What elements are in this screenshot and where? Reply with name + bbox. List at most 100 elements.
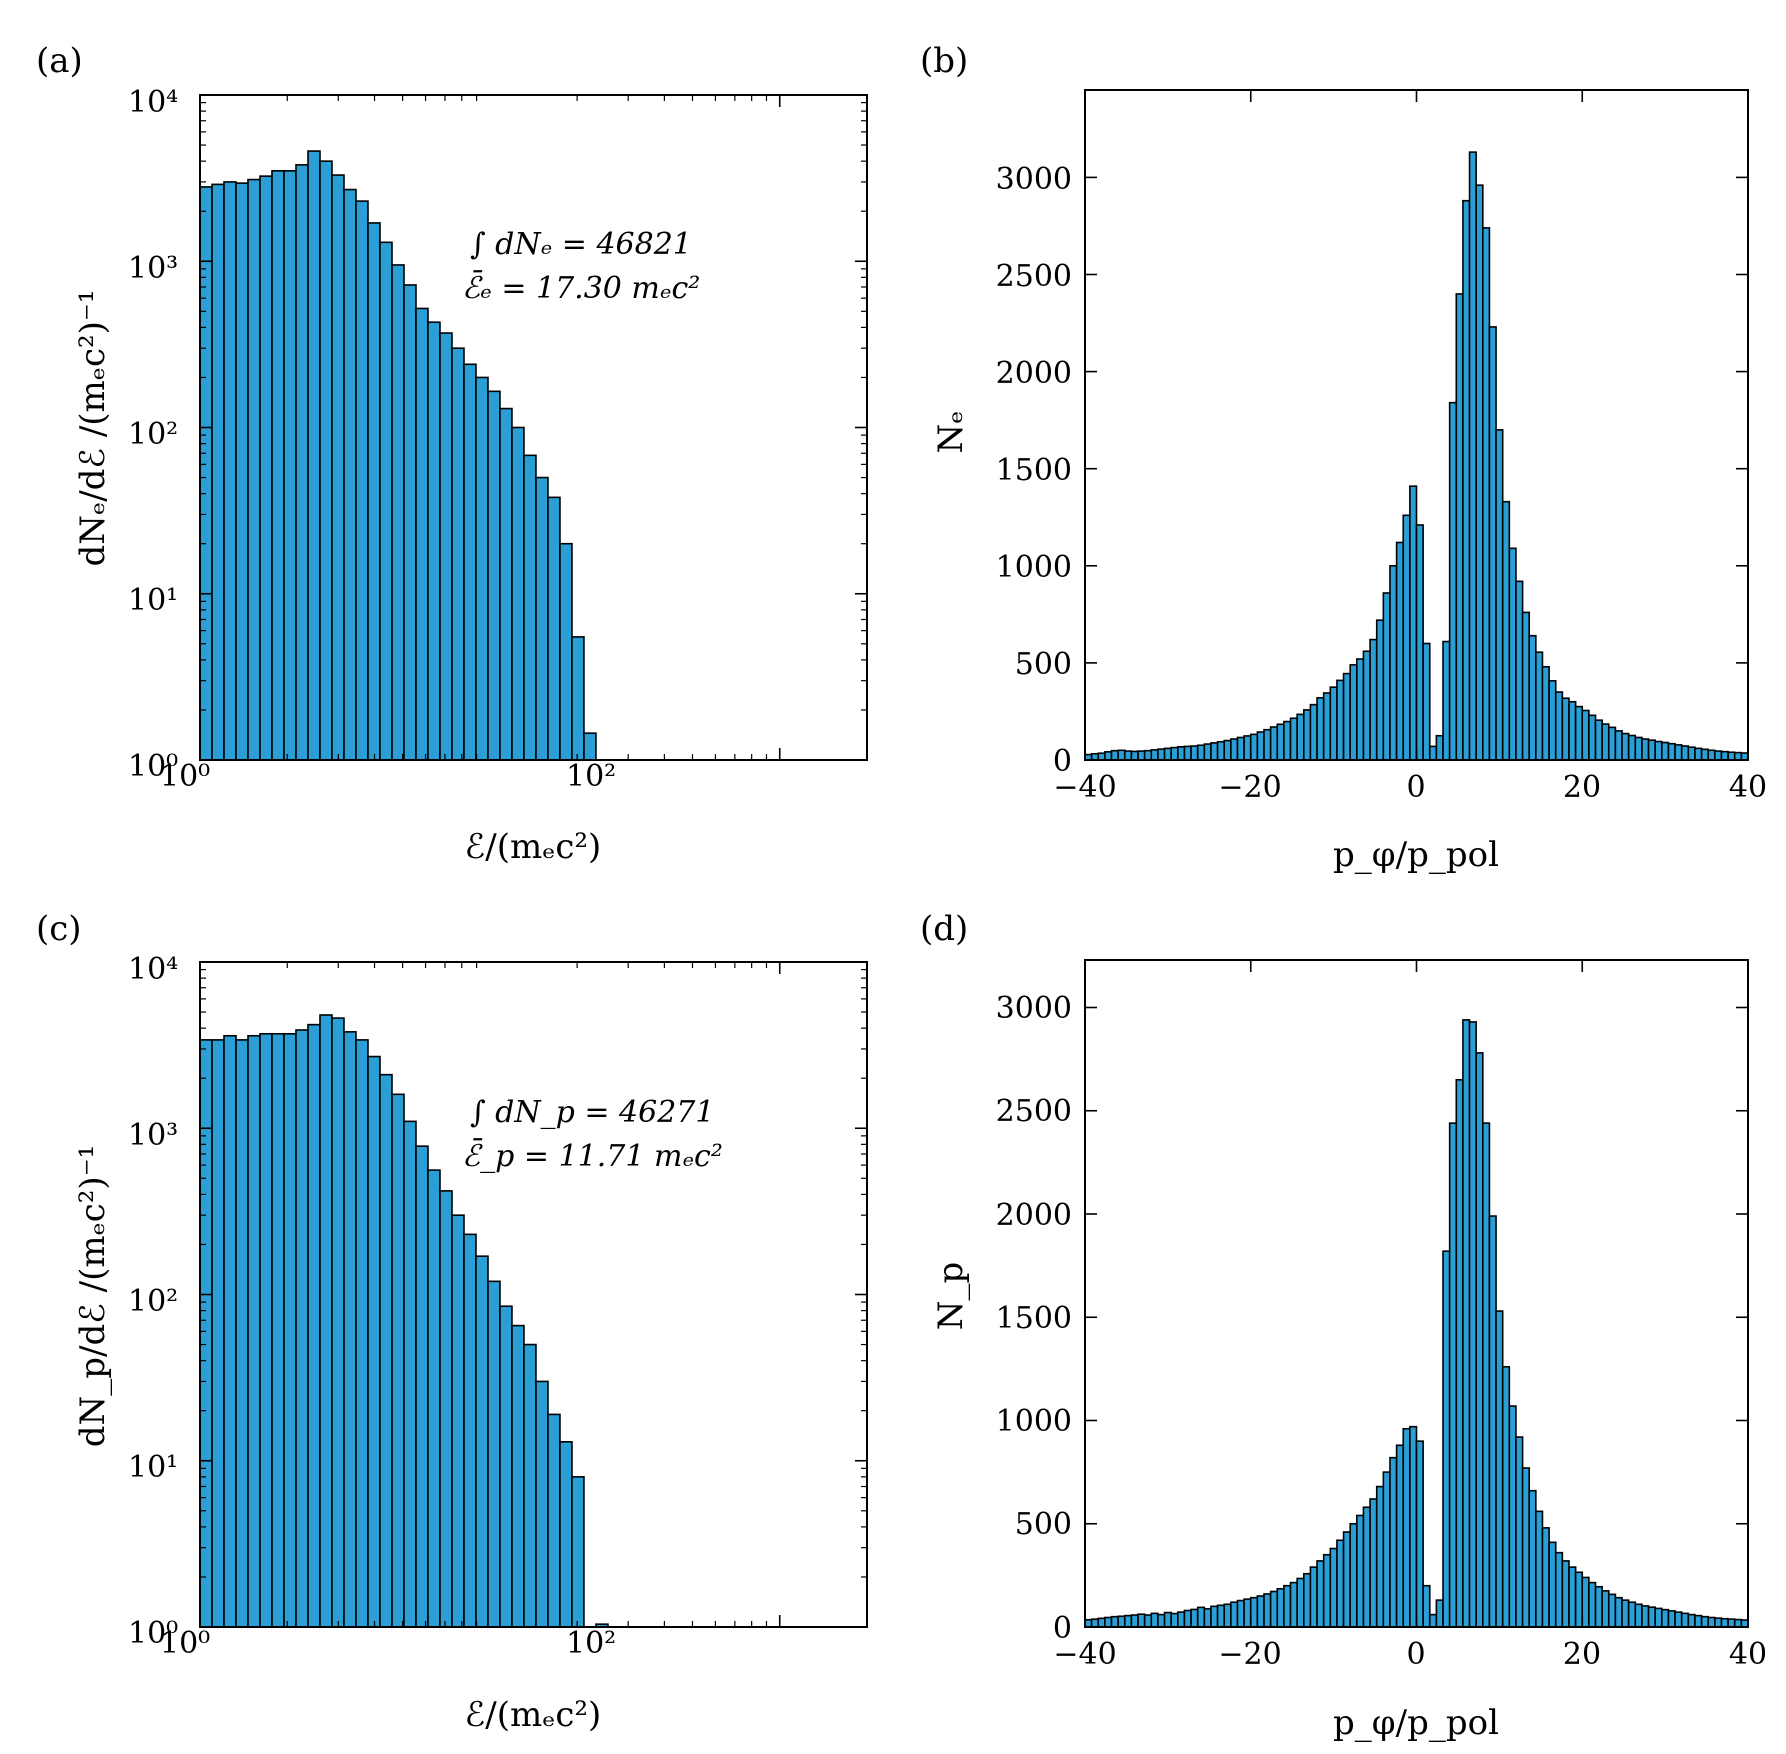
panel-b-ytick-2500: 2500 xyxy=(996,259,1072,294)
panel-b-xlabel: p_φ/p_pol xyxy=(1333,835,1499,875)
panel-d-bar xyxy=(1395,1444,1405,1628)
panel-d-ytick-1000: 1000 xyxy=(996,1404,1072,1439)
panel-d-bar xyxy=(1588,1581,1597,1628)
panel-a-bars xyxy=(199,150,597,761)
panel-a-ytick-10000: 10⁴ xyxy=(128,85,178,120)
panel-a-bar xyxy=(571,636,585,761)
panel-d-ytick-0: 0 xyxy=(1053,1611,1072,1646)
panel-c-bar xyxy=(271,1032,285,1628)
panel-a-bar xyxy=(259,175,273,761)
panel-d-bar xyxy=(1276,1588,1285,1628)
panel-d-bar xyxy=(1654,1607,1663,1628)
panel-c-bar xyxy=(331,1017,345,1628)
panel-b-bar xyxy=(1243,735,1252,761)
panel-b-bar xyxy=(1362,650,1371,761)
panel-a-xtick-1: 10⁰ xyxy=(160,759,210,794)
panel-a-bar xyxy=(343,188,357,761)
panel-a-bar xyxy=(295,164,309,761)
panel-d-bar xyxy=(1110,1615,1119,1628)
panel-b-bar xyxy=(1594,719,1603,761)
panel-c-bar xyxy=(511,1324,525,1628)
panel-c-ytick-100: 10² xyxy=(128,1284,178,1319)
panel-b-bar xyxy=(1223,739,1232,761)
panel-d-bar xyxy=(1263,1593,1272,1628)
panel-d-bar xyxy=(1601,1590,1610,1628)
panel-d-bar xyxy=(1442,1250,1451,1628)
panel-d-bar xyxy=(1230,1601,1239,1628)
panel-d-ytick-2000: 2000 xyxy=(996,1198,1072,1233)
panel-b-ytick-1500: 1500 xyxy=(996,453,1072,488)
panel-b-bar xyxy=(1196,744,1206,761)
panel-b-bar xyxy=(1296,713,1305,761)
panel-a-bar xyxy=(235,182,249,761)
panel-d-bar xyxy=(1468,1021,1477,1628)
panel-b-bar xyxy=(1210,742,1219,761)
panel-b-bar xyxy=(1455,293,1464,761)
panel-a-bar xyxy=(559,542,573,761)
panel-d-bar xyxy=(1316,1560,1325,1628)
panel-b-bar xyxy=(1104,751,1113,761)
panel-d-ytick-500: 500 xyxy=(1015,1507,1072,1542)
panel-d-bar xyxy=(1680,1612,1690,1628)
panel-d-ticks xyxy=(1084,960,1749,1628)
panel-c-ticks xyxy=(199,961,867,1628)
panel-c-bar xyxy=(319,1014,333,1628)
panel-d-bar xyxy=(1720,1617,1729,1628)
panel-b-bar xyxy=(1614,730,1623,761)
panel-b-bar xyxy=(1409,485,1418,761)
panel-b-bar xyxy=(1588,714,1597,761)
panel-b-bar xyxy=(1269,726,1279,761)
panel-d-bar xyxy=(1302,1572,1312,1628)
panel-b-bar xyxy=(1422,642,1431,761)
panel-d-bar xyxy=(1163,1611,1172,1628)
panel-d-bar xyxy=(1727,1618,1736,1628)
panel-d-bar xyxy=(1482,1122,1491,1628)
panel-d-xtick-m40: −40 xyxy=(1053,1637,1116,1672)
panel-b-bar xyxy=(1548,679,1557,761)
panel-c-ylabel: dN_p/dℰ /(mₑc²)⁻¹ xyxy=(73,1145,113,1448)
panel-b-bar xyxy=(1541,665,1550,761)
panel-a-bar xyxy=(355,200,369,761)
panel-b-bar xyxy=(1561,697,1570,761)
panel-d-bar xyxy=(1415,1440,1424,1628)
panel-a-bar xyxy=(535,476,549,761)
panel-b-bar xyxy=(1680,745,1690,761)
panel-b-bar xyxy=(1389,564,1398,761)
panel-d-bar xyxy=(1455,1078,1464,1628)
panel-d-bar xyxy=(1362,1506,1371,1628)
panel-c-bar xyxy=(559,1441,573,1628)
panel-c-bar xyxy=(427,1169,441,1628)
panel-b-bar xyxy=(1123,750,1133,761)
panel-b-ylabel: Nₑ xyxy=(931,411,971,454)
panel-b-bar xyxy=(1157,748,1166,761)
panel-b-ticks xyxy=(1084,90,1749,761)
panel-d-bar xyxy=(1541,1527,1550,1628)
panel-b-bar xyxy=(1150,749,1159,761)
panel-a-ticks xyxy=(199,94,867,761)
panel-c-bar xyxy=(295,1029,309,1628)
panel-a-bar xyxy=(487,390,501,761)
panel-d-bar xyxy=(1614,1596,1623,1628)
panel-d-bar xyxy=(1475,1052,1484,1628)
panel-c-bar xyxy=(499,1305,513,1628)
panel-b-bar xyxy=(1495,429,1504,761)
panel-d-bar xyxy=(1130,1614,1139,1628)
panel-a-bar xyxy=(451,347,465,761)
panel-c-bar xyxy=(211,1039,225,1628)
panel-b-bar xyxy=(1356,658,1365,761)
panel-a-bar xyxy=(415,307,429,761)
panel-d-bar xyxy=(1289,1581,1298,1628)
panel-d-bar xyxy=(1641,1605,1650,1628)
panel-c-bar xyxy=(379,1073,393,1628)
panel-b-bar xyxy=(1448,401,1458,761)
panel-d-bar xyxy=(1733,1618,1743,1628)
panel-c-ytick-10000: 10⁴ xyxy=(128,952,178,987)
panel-d-bar xyxy=(1097,1617,1106,1628)
panel-d-bar xyxy=(1190,1608,1199,1628)
panel-a-bar xyxy=(583,732,597,761)
panel-b-bar xyxy=(1634,736,1643,761)
panel-b-bar xyxy=(1216,740,1226,761)
panel-b-bar xyxy=(1249,733,1259,761)
panel-b-ytick-2000: 2000 xyxy=(996,356,1072,391)
